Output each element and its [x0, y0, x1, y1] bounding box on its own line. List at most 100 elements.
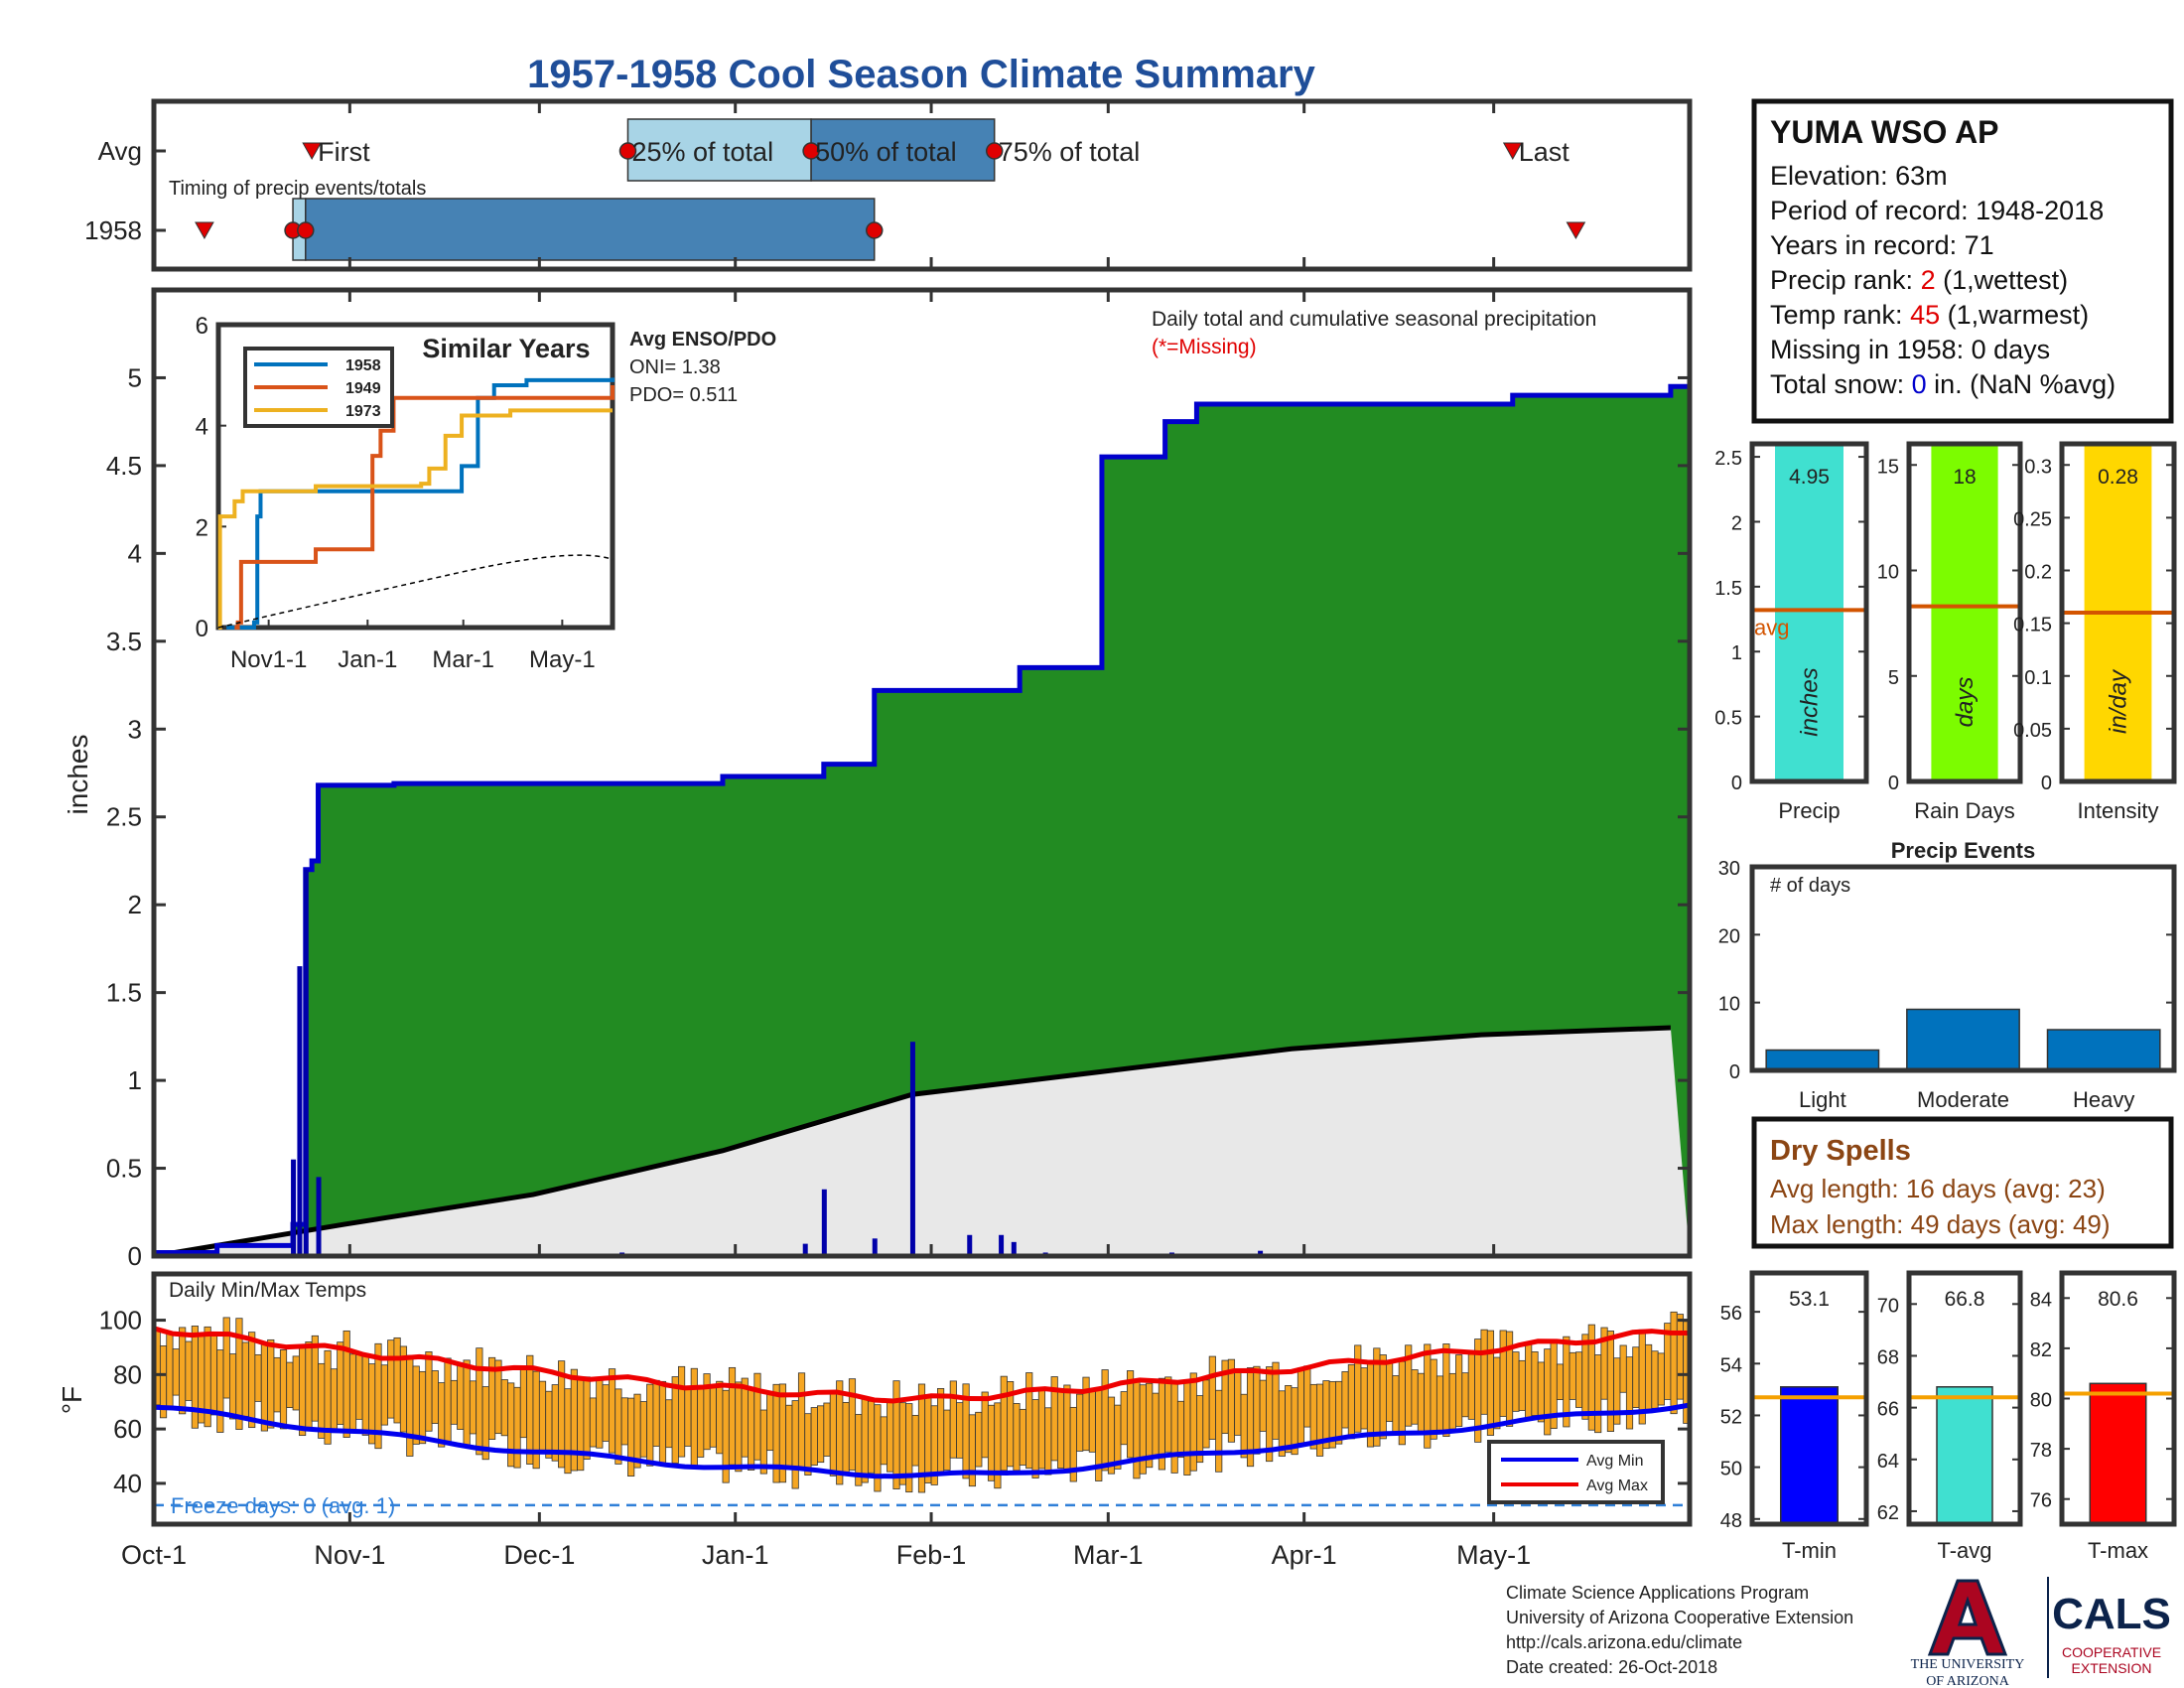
- summary-y-tick: 1.5: [1714, 578, 1742, 600]
- daily-temp-bar: [507, 1382, 515, 1468]
- daily-temp-bar: [1632, 1346, 1640, 1408]
- summary-y-tick: 0.1: [2024, 667, 2052, 689]
- summary-unit: in/day: [2106, 668, 2132, 734]
- daily-precip-bar: [291, 1159, 297, 1256]
- daily-temp-bar: [1266, 1366, 1274, 1463]
- daily-temp-bar: [1133, 1381, 1141, 1479]
- event-bar: [2046, 1029, 2161, 1071]
- y-tick-label: 2: [128, 890, 142, 919]
- dry-max: Max length: 49 days (avg: 49): [1770, 1209, 2111, 1239]
- daily-temp-bar: [1448, 1372, 1456, 1430]
- daily-temp-bar: [1531, 1351, 1539, 1416]
- daily-precip-bar: [802, 1243, 808, 1256]
- daily-precip-bar: [1011, 1241, 1017, 1256]
- inset-y-tick: 4: [196, 414, 208, 441]
- footer: Climate Science Applications Program Univ…: [1506, 1577, 2171, 1688]
- daily-temp-bar: [267, 1338, 275, 1429]
- month-label: Oct-1: [121, 1540, 187, 1570]
- daily-temp-bar: [361, 1354, 369, 1436]
- daily-temp-bar: [1164, 1376, 1172, 1453]
- avg-cumulative-area: [154, 1028, 1690, 1256]
- daily-temp-bar: [545, 1390, 553, 1459]
- daily-precip-bar: [1258, 1250, 1264, 1256]
- daily-temp-bar: [526, 1354, 534, 1465]
- daily-temp-bar: [677, 1365, 686, 1458]
- temp-summary-bar: [2089, 1382, 2147, 1525]
- daily-temp-bar: [1309, 1383, 1317, 1450]
- daily-temp-bar: [924, 1397, 932, 1483]
- temp-summary-y-tick: 70: [1877, 1295, 1899, 1317]
- y-tick-label: 3: [128, 714, 142, 744]
- daily-temp-bar: [355, 1354, 363, 1420]
- summary-y-tick: 15: [1877, 456, 1899, 478]
- summary-bar: [1775, 444, 1843, 781]
- inset-x-tick: Nov1-1: [230, 646, 307, 673]
- ua-logo: [1927, 1579, 2008, 1656]
- daily-temp-bar: [1253, 1365, 1261, 1455]
- daily-temp-bar: [463, 1359, 471, 1447]
- daily-temp-bar: [1386, 1360, 1394, 1422]
- avg-quartile-box: [626, 118, 812, 182]
- daily-temp-bar: [1525, 1341, 1533, 1419]
- daily-temp-bar: [457, 1364, 465, 1430]
- avg-50-marker: [802, 142, 820, 160]
- y-tick-label: 2.5: [106, 802, 142, 832]
- daily-temp-bar: [241, 1341, 249, 1417]
- daily-temp-bar: [1189, 1372, 1197, 1472]
- summary-unit: days: [1952, 677, 1979, 728]
- daily-temp-bar: [817, 1405, 825, 1464]
- month-label: Feb-1: [896, 1540, 967, 1570]
- daily-temp-bar: [614, 1388, 622, 1465]
- avg-max-line: [153, 1326, 1691, 1404]
- daily-temp-bar: [476, 1347, 483, 1456]
- daily-temp-bar: [1013, 1403, 1021, 1472]
- main-frame: [151, 287, 1693, 1259]
- station-info-line: Missing in 1958: 0 days: [1770, 335, 2050, 364]
- daily-temp-bar: [299, 1346, 307, 1437]
- daily-precip-bar: [297, 966, 303, 1256]
- summary-x-label: Precip: [1778, 798, 1840, 823]
- daily-temp-bar: [975, 1411, 983, 1468]
- daily-temp-bar: [608, 1368, 616, 1454]
- y1958-last-marker: [1566, 221, 1586, 240]
- daily-temp-bar: [735, 1381, 743, 1473]
- daily-temp-bar: [538, 1380, 547, 1454]
- temp-summary-bar: [1936, 1386, 1993, 1525]
- cumulative-area: [154, 386, 1690, 1256]
- temp-y-tick: 100: [99, 1306, 142, 1336]
- daily-temp-bar: [166, 1332, 174, 1409]
- daily-temp-bar: [1442, 1343, 1450, 1438]
- daily-temp-bar: [1493, 1356, 1501, 1430]
- month-label: Jan-1: [702, 1540, 769, 1570]
- daily-temp-bar: [1303, 1365, 1311, 1428]
- summary-y-tick: 0.3: [2024, 456, 2052, 478]
- daily-temp-bar: [1360, 1367, 1368, 1430]
- daily-temp-bar: [1435, 1375, 1444, 1433]
- daily-temp-bar: [589, 1397, 598, 1448]
- cals-logo: CALS: [2052, 1590, 2171, 1638]
- daily-temp-bar: [222, 1317, 230, 1399]
- daily-temp-bar: [842, 1401, 850, 1477]
- summary-y-tick: 5: [1888, 667, 1899, 689]
- y1958-quartile-box: [305, 198, 876, 261]
- daily-temp-bar: [1000, 1375, 1008, 1472]
- temp-legend: [1487, 1440, 1665, 1504]
- summary-y-tick: 0: [1888, 773, 1899, 794]
- summary-y-tick: 0.05: [2013, 720, 2052, 742]
- summary-y-tick: 0: [1731, 773, 1742, 794]
- footer-line: Climate Science Applications Program: [1506, 1583, 1809, 1603]
- daily-temp-bar: [1512, 1351, 1520, 1412]
- daily-temp-bar: [438, 1382, 446, 1448]
- daily-temp-bar: [748, 1388, 755, 1471]
- daily-temp-bar: [380, 1364, 388, 1426]
- legend-label: Avg Min: [1586, 1453, 1644, 1470]
- daily-temp-bar: [248, 1332, 256, 1429]
- coop-text: COOPERATIVE: [2062, 1644, 2161, 1660]
- daily-precip-bar: [967, 1234, 973, 1256]
- precip-main-chart: 0 0.5 1 1.5 2 2.5 3 3.5 4 4.5 5 inches Daily total a…: [63, 287, 1693, 1570]
- summary-y-tick: 0.15: [2013, 615, 2052, 636]
- legend-label: 1958: [345, 357, 381, 374]
- daily-temp-bar: [1411, 1369, 1419, 1425]
- daily-temp-bar: [785, 1404, 793, 1470]
- daily-temp-bar: [1518, 1359, 1526, 1411]
